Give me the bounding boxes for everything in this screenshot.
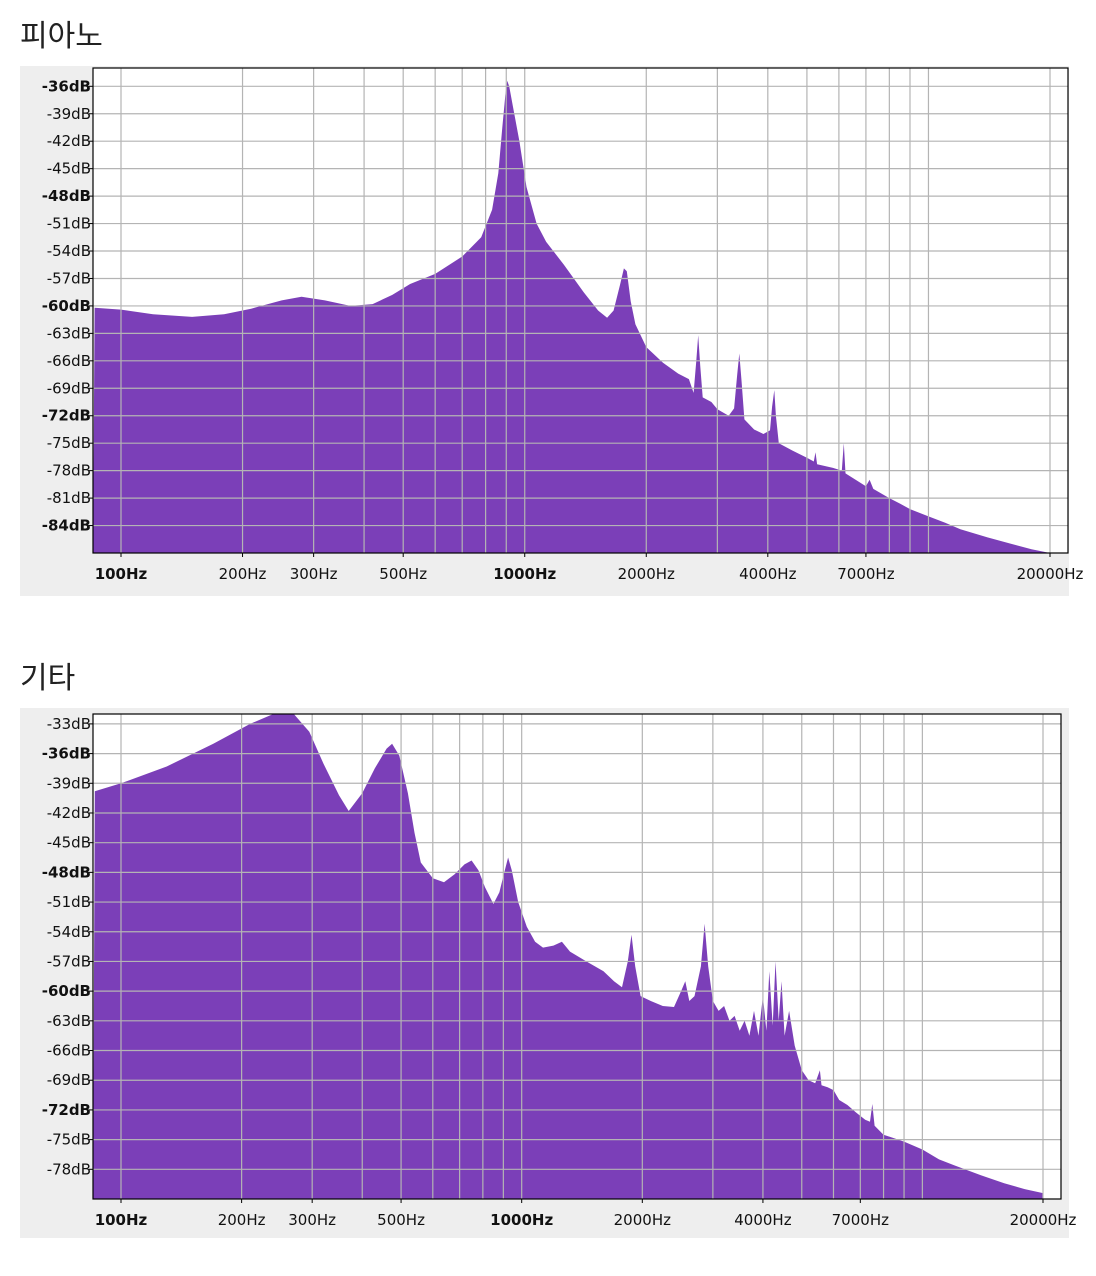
y-tick-label: -63dB bbox=[47, 324, 91, 342]
y-tick-label: -72dB bbox=[42, 1101, 91, 1119]
y-tick-label: -78dB bbox=[47, 462, 91, 480]
y-tick-label: -39dB bbox=[47, 105, 91, 123]
y-tick-label: -51dB bbox=[47, 893, 91, 911]
section-title-guitar: 기타 bbox=[20, 661, 76, 696]
y-tick-label: -81dB bbox=[47, 489, 91, 507]
y-tick-label: -69dB bbox=[47, 1071, 91, 1089]
plot-frame bbox=[92, 67, 1069, 554]
x-tick-label: 2000Hz bbox=[614, 1211, 671, 1229]
spectrum-area bbox=[93, 80, 1050, 554]
x-tick-label: 200Hz bbox=[219, 565, 267, 583]
x-tick-label: 7000Hz bbox=[832, 1211, 889, 1229]
y-tick-label: -72dB bbox=[42, 407, 91, 425]
spectrum-area bbox=[93, 714, 1043, 1199]
y-tick-label: -66dB bbox=[47, 352, 91, 370]
y-tick-label: -57dB bbox=[47, 269, 91, 287]
y-tick-label: -63dB bbox=[47, 1012, 91, 1030]
x-tick-label: 4000Hz bbox=[739, 565, 796, 583]
y-tick-label: -75dB bbox=[47, 434, 91, 452]
x-tick-label: 300Hz bbox=[290, 565, 338, 583]
y-tick-label: -54dB bbox=[47, 242, 91, 260]
x-tick-label: 20000Hz bbox=[1017, 565, 1084, 583]
x-tick-label: 2000Hz bbox=[618, 565, 675, 583]
x-tick-label: 20000Hz bbox=[1010, 1211, 1077, 1229]
y-tick-label: -69dB bbox=[47, 379, 91, 397]
y-tick-label: -57dB bbox=[47, 952, 91, 970]
y-tick-label: -75dB bbox=[47, 1131, 91, 1149]
y-tick-label: -60dB bbox=[42, 297, 91, 315]
x-tick-label: 300Hz bbox=[288, 1211, 336, 1229]
y-tick-label: -60dB bbox=[42, 982, 91, 1000]
y-tick-label: -45dB bbox=[47, 160, 91, 178]
x-tick-label: 100Hz bbox=[95, 1211, 148, 1229]
chart-0: -36dB -39dB -42dB -45dB -48dB -51dB -54dB -57dB… bbox=[20, 66, 1084, 596]
chart-1: -33dB -36dB -39dB -42dB -45dB -48dB -51dB -54dB… bbox=[20, 708, 1077, 1238]
x-tick-label: 1000Hz bbox=[493, 565, 556, 583]
plot-frame bbox=[92, 713, 1062, 1200]
x-tick-label: 1000Hz bbox=[490, 1211, 553, 1229]
y-tick-label: -84dB bbox=[42, 517, 91, 535]
y-tick-label: -78dB bbox=[47, 1160, 91, 1178]
x-tick-label: 4000Hz bbox=[734, 1211, 791, 1229]
y-tick-label: -48dB bbox=[42, 863, 91, 881]
y-tick-label: -33dB bbox=[47, 715, 91, 733]
section-title-piano: 피아노 bbox=[20, 19, 103, 54]
y-tick-label: -66dB bbox=[47, 1042, 91, 1060]
y-tick-label: -42dB bbox=[47, 804, 91, 822]
y-tick-label: -51dB bbox=[47, 215, 91, 233]
y-tick-label: -54dB bbox=[47, 923, 91, 941]
y-tick-label: -36dB bbox=[42, 77, 91, 95]
y-tick-label: -36dB bbox=[42, 745, 91, 763]
x-tick-label: 7000Hz bbox=[837, 565, 894, 583]
y-tick-label: -42dB bbox=[47, 132, 91, 150]
y-tick-label: -45dB bbox=[47, 834, 91, 852]
y-tick-label: -39dB bbox=[47, 774, 91, 792]
x-tick-label: 200Hz bbox=[218, 1211, 266, 1229]
y-tick-label: -48dB bbox=[42, 187, 91, 205]
x-tick-label: 500Hz bbox=[379, 565, 427, 583]
x-tick-label: 500Hz bbox=[377, 1211, 425, 1229]
x-tick-label: 100Hz bbox=[95, 565, 148, 583]
